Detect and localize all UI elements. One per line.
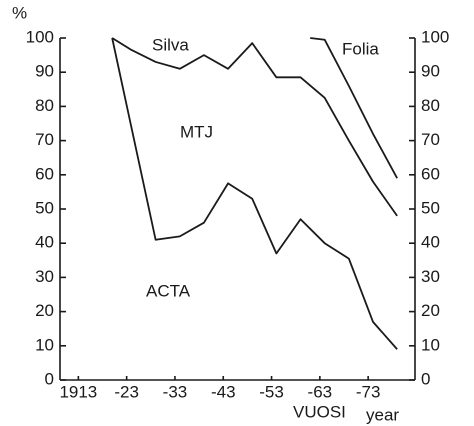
line [111,37,398,217]
y-tick-label: 100 [26,27,54,46]
y-tick-label: 40 [35,233,54,252]
y2-tick-label: 80 [421,96,440,115]
x-axis-label: VUOSI [293,402,346,421]
y-tick-label: 30 [35,267,54,286]
line [111,37,398,350]
x-tick-label: 1913 [59,382,97,401]
annotation: Folia [342,39,379,58]
y-tick-label: 50 [35,198,54,217]
y2-tick-label: 40 [421,233,440,252]
y-tick-label: 60 [35,164,54,183]
x-tick-label: -53 [259,382,284,401]
y-tick-label: 70 [35,130,54,149]
x-tick-label: -63 [308,382,333,401]
y2-tick-label: 90 [421,62,440,81]
annotation: Silva [152,35,189,54]
annotation: ACTA [146,281,191,300]
y2-tick-label: 0 [421,369,430,388]
y2-tick-label: 70 [421,130,440,149]
y2-tick-label: 30 [421,267,440,286]
y-tick-label: 20 [35,301,54,320]
y-axis-label: % [12,3,27,22]
y2-tick-label: 10 [421,335,440,354]
line [310,37,398,179]
x-tick-label: -33 [163,382,188,401]
y-tick-label: 80 [35,96,54,115]
y2-tick-label: 60 [421,164,440,183]
y2-tick-label: 20 [421,301,440,320]
x-tick-label: -23 [114,382,139,401]
y-tick-label: 90 [35,62,54,81]
x-tick-label: -73 [356,382,381,401]
y2-tick-label: 100 [421,27,449,46]
y-tick-label: 0 [45,369,54,388]
y-tick-label: 10 [35,335,54,354]
y2-tick-label: 50 [421,198,440,217]
x-axis-label: year [366,405,399,424]
annotation: MTJ [180,122,213,141]
x-tick-label: -43 [211,382,236,401]
